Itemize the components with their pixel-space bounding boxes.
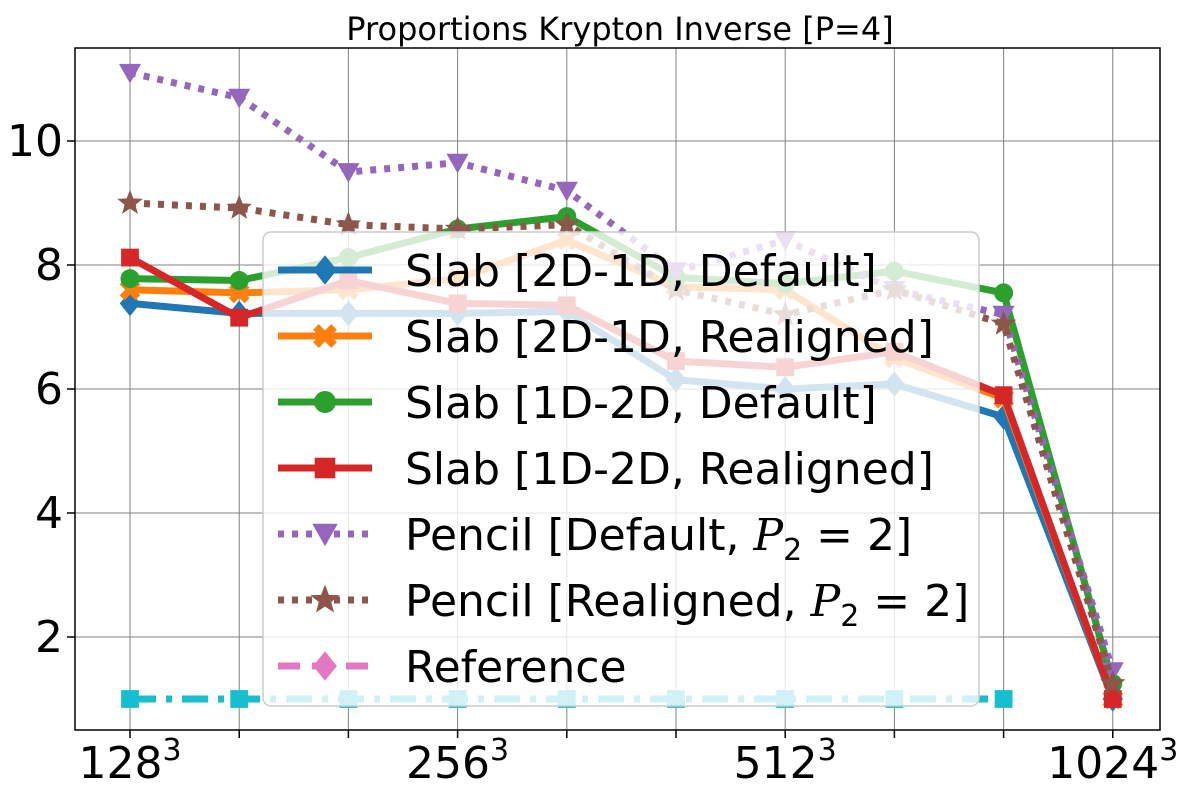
data-point	[446, 153, 469, 174]
legend-item: Pencil [Realigned, P2 = 2]	[278, 576, 969, 634]
data-point	[994, 690, 1013, 708]
legend-marker	[314, 391, 336, 413]
legend-item: Slab [1D-2D, Realigned]	[278, 444, 934, 495]
data-point	[118, 63, 142, 84]
legend: Slab [2D-1D, Default] Slab [2D-1D, Realig…	[262, 231, 980, 707]
x-tick-label: 10243	[1047, 733, 1178, 789]
legend-marker	[313, 324, 337, 348]
y-tick-label: 8	[35, 240, 63, 291]
data-point	[230, 308, 249, 327]
data-point	[990, 310, 1017, 335]
data-point	[555, 181, 578, 202]
legend-label: Pencil [Default, P2 = 2]	[405, 510, 912, 568]
x-tick-label: 5123	[734, 733, 837, 789]
data-point	[120, 269, 140, 289]
y-tick-label: 6	[35, 364, 63, 415]
legend-item: Slab [1D-2D, Default]	[278, 378, 877, 429]
data-point	[229, 271, 249, 290]
legend-box	[262, 231, 980, 707]
data-point	[1100, 670, 1126, 695]
data-point	[230, 690, 249, 708]
data-point	[226, 194, 252, 219]
data-point	[994, 386, 1013, 405]
x-tick-label: 2563	[406, 733, 509, 789]
data-point	[554, 211, 580, 236]
y-tick-label: 4	[35, 488, 63, 539]
legend-label: Reference	[405, 642, 627, 693]
legend-label: Slab [1D-2D, Default]	[405, 378, 877, 429]
legend-item: Pencil [Default, P2 = 2]	[278, 510, 912, 568]
legend-label: Slab [2D-1D, Realigned]	[405, 312, 934, 363]
legend-marker	[314, 457, 336, 479]
data-point	[1103, 690, 1122, 708]
legend-label: Pencil [Realigned, P2 = 2]	[405, 576, 969, 634]
x-tick-label: 1283	[78, 733, 181, 789]
legend-item: Reference	[278, 642, 627, 693]
legend-label: Slab [1D-2D, Realigned]	[405, 444, 934, 495]
data-point	[117, 189, 143, 214]
data-point	[228, 88, 251, 109]
axes: 2 4 6 8 10 1283 2563 5123 10243	[7, 116, 1178, 789]
data-point	[121, 248, 139, 267]
legend-marker	[313, 651, 337, 681]
legend-marker	[313, 255, 337, 285]
data-point	[121, 690, 139, 708]
legend-label: Slab [2D-1D, Default]	[405, 246, 877, 297]
legend-item: Slab [2D-1D, Default]	[278, 246, 877, 297]
series-line	[129, 69, 1117, 673]
chart-title: Proportions Krypton Inverse [P=4]	[346, 10, 893, 48]
legend-marker	[312, 523, 338, 547]
y-tick-label: 2	[35, 612, 63, 663]
y-tick-label: 10	[7, 116, 63, 167]
data-point	[994, 283, 1014, 303]
legend-marker	[310, 584, 340, 613]
legend-item: Slab [2D-1D, Realigned]	[278, 312, 934, 363]
data-point	[337, 163, 360, 183]
data-point	[335, 211, 362, 236]
